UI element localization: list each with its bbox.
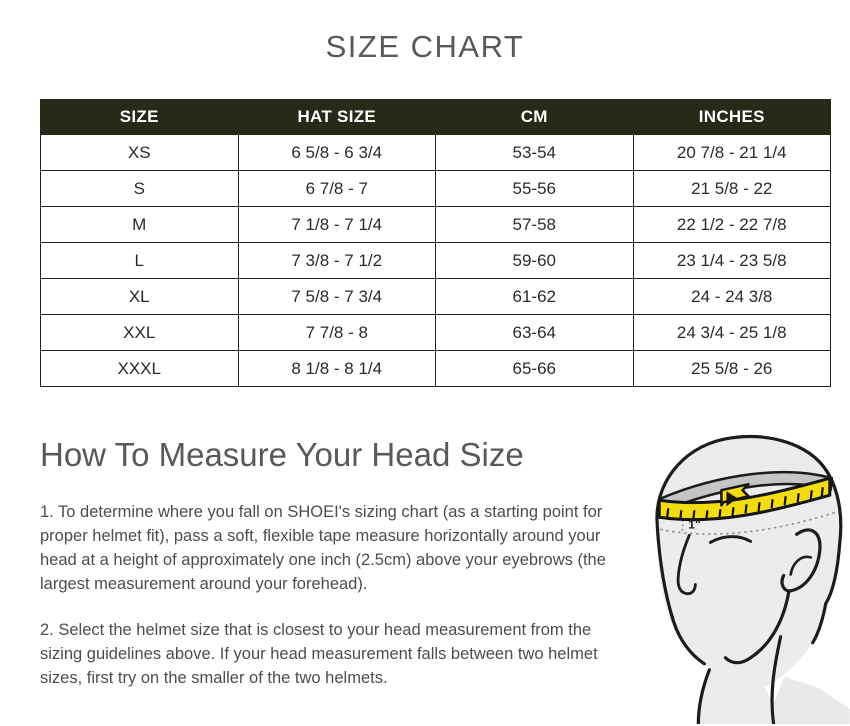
tape-measure — [657, 476, 832, 522]
column-header: INCHES — [632, 99, 831, 135]
head-dome-outline — [655, 435, 843, 606]
left-face-outline — [655, 523, 706, 666]
forehead-dotted-line — [660, 511, 837, 535]
table-cell: 24 3/4 - 25 1/8 — [632, 314, 831, 351]
inch-label: 1" — [688, 517, 700, 531]
instruction-step-1: 1. To determine where you fall on SHOEI'… — [40, 503, 606, 593]
table-cell: XS — [40, 134, 239, 171]
table-cell: 24 - 24 3/8 — [632, 278, 831, 315]
table-row: XXXL 8 1/8 - 8 1/4 65-66 25 5/8 - 26 — [40, 350, 831, 387]
size-chart-header: SIZE HAT SIZE CM INCHES — [40, 99, 831, 135]
table-cell: 7 3/8 - 7 1/2 — [237, 242, 436, 279]
table-cell: 57-58 — [435, 206, 634, 243]
head-outline — [655, 435, 843, 724]
measure-instructions: 1. To determine where you fall on SHOEI'… — [40, 500, 632, 712]
table-cell: S — [40, 170, 239, 207]
size-chart-table: SIZE HAT SIZE CM INCHES XS 6 5/8 - 6 3/4 53-5… — [40, 99, 831, 387]
table-cell: 59-60 — [435, 242, 634, 279]
column-header: HAT SIZE — [237, 99, 436, 135]
table-cell: 20 7/8 - 21 1/4 — [632, 134, 831, 171]
table-cell: 6 5/8 - 6 3/4 — [237, 134, 436, 171]
table-cell: 7 7/8 - 8 — [237, 314, 436, 351]
table-cell: M — [40, 206, 239, 243]
measure-heading: How To Measure Your Head Size — [40, 436, 524, 473]
table-cell: XL — [40, 278, 239, 315]
table-cell: 61-62 — [435, 278, 634, 315]
nose-line — [676, 533, 697, 596]
table-cell: 21 5/8 - 22 — [632, 170, 831, 207]
table-cell: 25 5/8 - 26 — [632, 350, 831, 387]
table-cell: 55-56 — [435, 170, 634, 207]
column-header: CM — [435, 99, 634, 135]
table-cell: 7 1/8 - 7 1/4 — [237, 206, 436, 243]
table-cell: 23 1/4 - 23 5/8 — [632, 242, 831, 279]
page-title: SIZE CHART — [325, 29, 525, 64]
ear-outline — [780, 528, 822, 593]
table-cell: 6 7/8 - 7 — [237, 170, 436, 207]
ear-inner-line — [789, 555, 813, 576]
instruction-step-2: 2. Select the helmet size that is closes… — [40, 621, 598, 687]
neck-right-line — [770, 635, 783, 724]
table-cell: 22 1/2 - 22 7/8 — [632, 206, 831, 243]
tape-arrow-icon — [726, 491, 738, 507]
table-row: XXL 7 7/8 - 8 63-64 24 3/4 - 25 1/8 — [40, 314, 831, 351]
table-cell: 63-64 — [435, 314, 634, 351]
back-neck-outline — [811, 601, 828, 645]
column-header: SIZE — [40, 99, 239, 135]
table-cell: XXXL — [40, 350, 239, 387]
table-row: XS 6 5/8 - 6 3/4 53-54 20 7/8 - 21 1/4 — [40, 134, 831, 171]
table-cell: 7 5/8 - 7 3/4 — [237, 278, 436, 315]
table-cell: 65-66 — [435, 350, 634, 387]
table-row: XL 7 5/8 - 7 3/4 61-62 24 - 24 3/8 — [40, 278, 831, 315]
table-cell: L — [40, 242, 239, 279]
neck-left-line — [696, 668, 711, 724]
table-cell: 53-54 — [435, 134, 634, 171]
eyebrow-line — [708, 535, 753, 544]
jaw-outline — [723, 590, 791, 665]
size-chart-body: XS 6 5/8 - 6 3/4 53-54 20 7/8 - 21 1/4 S 6 7/… — [40, 134, 831, 387]
table-cell: 8 1/8 - 8 1/4 — [237, 350, 436, 387]
shoulder-shade — [764, 676, 850, 724]
table-cell: XXL — [40, 314, 239, 351]
head-measurement-illustration: 1" — [655, 435, 850, 724]
tape-tick-marks — [666, 487, 824, 520]
